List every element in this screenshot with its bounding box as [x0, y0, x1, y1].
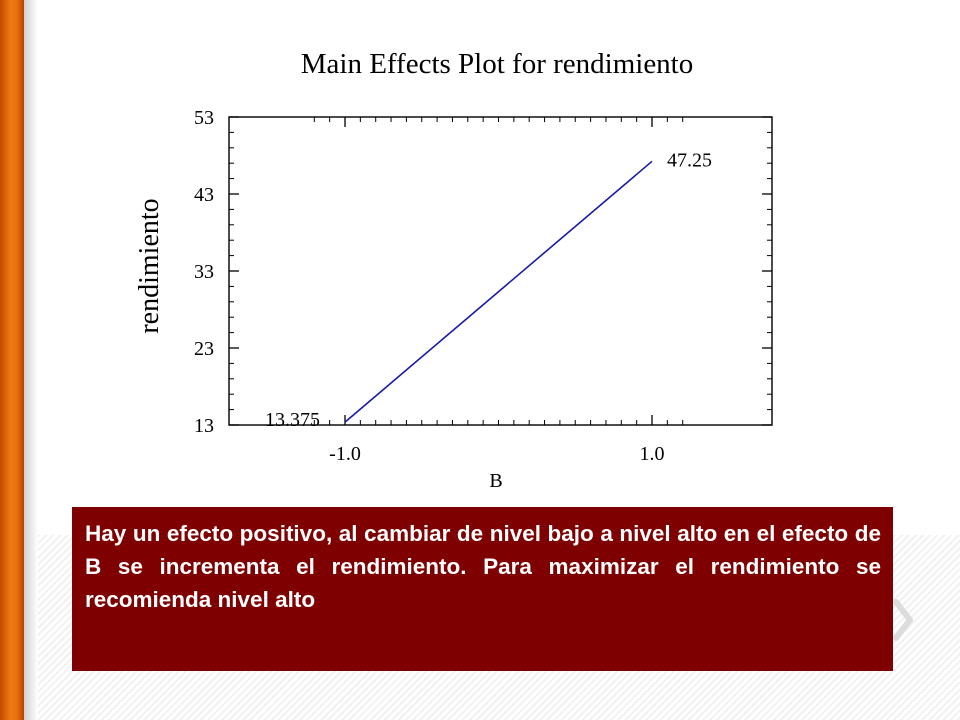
y-tick-label: 53 — [194, 107, 214, 129]
data-label-low: 13.375 — [265, 409, 320, 431]
y-axis-ticks: 13 23 33 43 53 — [194, 107, 772, 437]
left-bar-shadow — [24, 0, 38, 720]
x-axis-label: B — [489, 470, 502, 492]
chart-title: Main Effects Plot for rendimiento — [301, 48, 694, 80]
next-chevron-icon[interactable] — [892, 598, 916, 642]
data-label-high: 47.25 — [667, 149, 712, 171]
series-group: 13.375 47.25 — [265, 149, 712, 431]
conclusion-callout: Hay un efecto positivo, al cambiar de ni… — [72, 507, 893, 671]
x-tick-label: 1.0 — [640, 443, 665, 465]
x-axis-ticks: -1.0 1.0 — [329, 117, 665, 465]
x-tick-label: -1.0 — [329, 443, 361, 465]
y-axis-label: rendimiento — [134, 198, 165, 333]
left-accent-bar — [0, 0, 24, 720]
main-effects-chart: Main Effects Plot for rendimiento rendim… — [134, 48, 773, 492]
y-tick-label: 43 — [194, 184, 214, 206]
minor-ticks — [229, 116, 772, 426]
y-tick-label: 23 — [194, 338, 214, 360]
conclusion-text: Hay un efecto positivo, al cambiar de ni… — [85, 521, 881, 612]
effect-line — [344, 160, 653, 423]
y-tick-label: 33 — [194, 261, 214, 283]
y-tick-label: 13 — [194, 415, 214, 437]
